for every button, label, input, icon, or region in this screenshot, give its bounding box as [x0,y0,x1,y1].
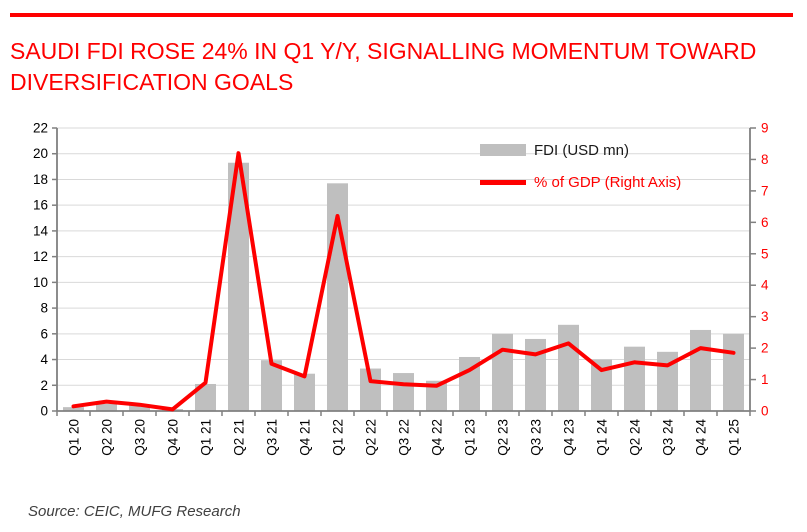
x-axis-label: Q2 22 [364,419,379,456]
legend-item-fdi: FDI (USD mn) [480,141,629,159]
x-axis-label: Q2 21 [232,419,247,456]
left-axis-label: 20 [33,146,48,161]
right-axis-label: 0 [761,404,769,419]
x-axis-label: Q2 24 [628,419,643,456]
x-axis-label: Q1 23 [463,419,478,456]
right-axis-label: 4 [761,278,769,293]
left-axis-label: 14 [33,223,49,238]
left-axis-label: 0 [40,404,48,419]
right-axis-label: 5 [761,246,769,261]
fdi-bar [129,404,150,411]
fdi-bar [228,162,249,411]
fdi-bar [96,403,117,411]
fdi-bar [261,360,282,411]
x-axis-label: Q1 24 [595,419,610,456]
left-axis-label: 4 [40,352,48,367]
x-axis-label: Q3 21 [265,419,280,456]
fdi-bar [591,359,612,411]
fdi-bar-swatch-icon [480,144,526,156]
right-axis-label: 6 [761,215,769,230]
left-axis-label: 2 [40,378,48,393]
x-axis-label: Q3 23 [529,419,544,456]
right-axis-label: 8 [761,152,769,167]
fdi-bar [624,346,645,411]
chart-title-line2: DIVERSIFICATION GOALS [10,69,294,95]
fdi-bar [360,368,381,411]
fdi-bar [558,324,579,411]
fdi-bar [690,329,711,411]
left-axis-label: 22 [33,121,48,136]
fdi-bar [393,373,414,411]
left-axis-label: 8 [40,301,48,316]
x-axis-label: Q1 22 [331,419,346,456]
left-axis-label: 18 [33,172,48,187]
legend-label-gdp: % of GDP (Right Axis) [534,173,682,191]
x-axis-label: Q1 21 [199,419,214,456]
fdi-bar [63,407,84,411]
right-axis-label: 2 [761,341,769,356]
left-axis-label: 12 [33,249,48,264]
x-axis-label: Q3 22 [397,419,412,456]
right-axis-label: 7 [761,183,769,198]
fdi-bar [723,333,744,411]
fdi-bar [426,380,447,411]
gdp-line-swatch-icon [480,179,526,185]
legend-item-gdp: % of GDP (Right Axis) [480,173,682,191]
chart-area: 0 2 4 6 8 10 12 14 16 18 20 22 0 1 2 3 4 5 6 7 8 9 Q1 20 Q2 20 Q… [0,110,807,465]
source-attribution: Source: CEIC, MUFG Research [28,503,241,520]
x-axis-label: Q3 20 [133,419,148,456]
x-axis-label: Q4 24 [694,419,709,456]
x-axis-label: Q4 22 [430,419,445,456]
fdi-bar [492,333,513,411]
right-axis-label: 3 [761,309,769,324]
fdi-bar [195,383,216,411]
top-accent-rule [10,13,793,17]
chart-title: SAUDI FDI ROSE 24% IN Q1 Y/Y, SIGNALLING… [10,36,800,98]
left-axis-label: 16 [33,198,48,213]
fdi-bar [525,338,546,411]
x-axis-label: Q3 24 [661,419,676,456]
x-axis-label: Q2 23 [496,419,511,456]
gdp-line [71,151,736,412]
fdi-bar [294,373,315,411]
left-axis-label: 6 [40,326,48,341]
right-axis-label: 9 [761,121,769,136]
x-axis-label: Q4 20 [166,419,181,456]
chart-title-line1: SAUDI FDI ROSE 24% IN Q1 Y/Y, SIGNALLING… [10,38,757,64]
x-axis-label: Q1 25 [727,419,742,456]
legend-label-fdi: FDI (USD mn) [534,141,629,159]
right-axis-label: 1 [761,372,769,387]
x-axis-label: Q2 20 [100,419,115,456]
left-axis-label: 10 [33,275,48,290]
x-axis-label: Q1 20 [67,419,82,456]
x-axis-label: Q4 21 [298,419,313,456]
x-axis-label: Q4 23 [562,419,577,456]
